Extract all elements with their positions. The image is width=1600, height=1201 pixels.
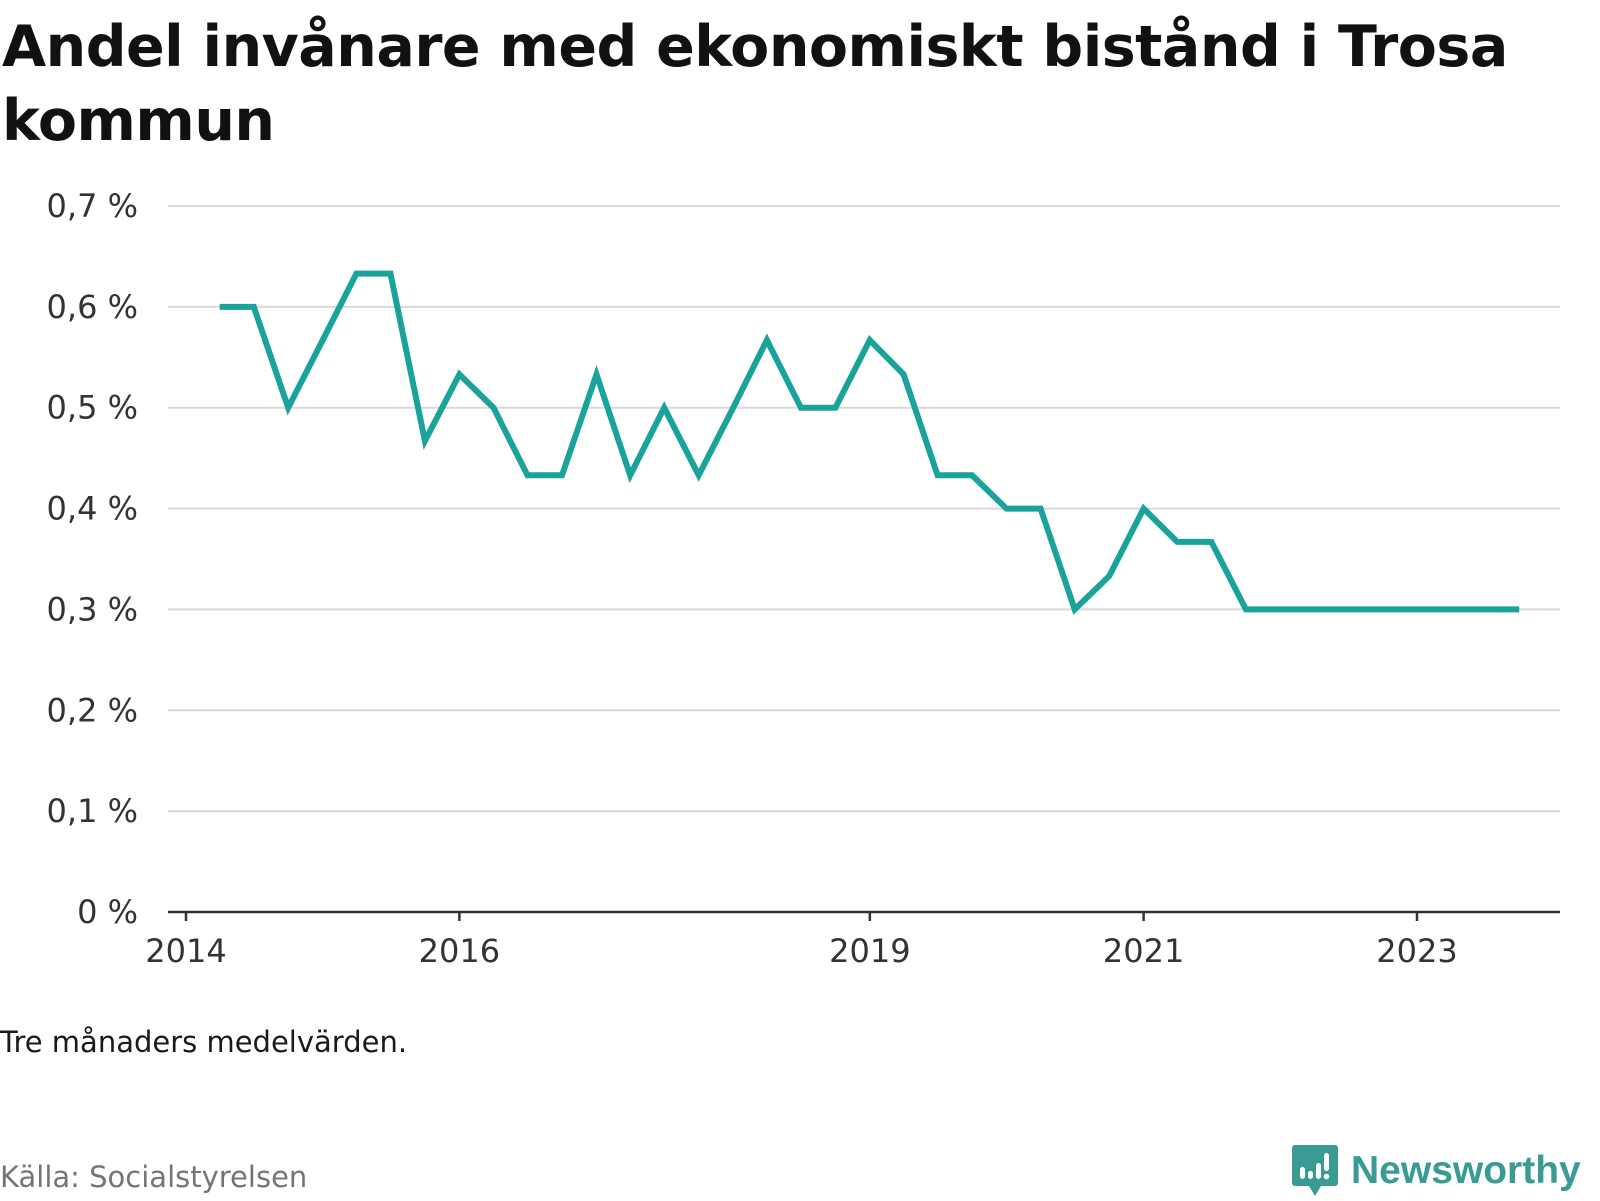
x-tick-label: 2016	[419, 932, 500, 970]
y-tick-label: 0,5 %	[47, 389, 138, 427]
brand-name: Newsworthy	[1351, 1149, 1581, 1193]
x-tick-label: 2014	[145, 932, 226, 970]
y-tick-label: 0,1 %	[47, 792, 138, 830]
y-tick-label: 0 %	[77, 893, 138, 931]
chart-note: Tre månaders medelvärden.	[0, 1025, 407, 1059]
series-line	[220, 274, 1520, 610]
x-tick-label: 2023	[1376, 932, 1457, 970]
brand-logo[interactable]: Newsworthy	[1291, 1141, 1581, 1201]
x-axis: 2014 2016 2019 2021 2023	[145, 912, 1560, 970]
y-tick-label: 0,4 %	[47, 490, 138, 528]
newsworthy-logo-icon	[1291, 1143, 1339, 1199]
y-tick-label: 0,7 %	[47, 187, 138, 225]
gridlines	[168, 206, 1560, 811]
series-layer	[220, 273, 1520, 609]
source-credit: Källa: Socialstyrelsen	[0, 1160, 307, 1194]
x-tick-label: 2019	[829, 932, 910, 970]
y-tick-label: 0,2 %	[47, 691, 138, 729]
y-axis-ticks: 0 % 0,1 % 0,2 % 0,3 % 0,4 % 0,5 % 0,6 % 0,7 %	[47, 187, 138, 931]
y-tick-label: 0,6 %	[47, 288, 138, 326]
y-tick-label: 0,3 %	[47, 590, 138, 628]
x-tick-label: 2021	[1103, 932, 1184, 970]
